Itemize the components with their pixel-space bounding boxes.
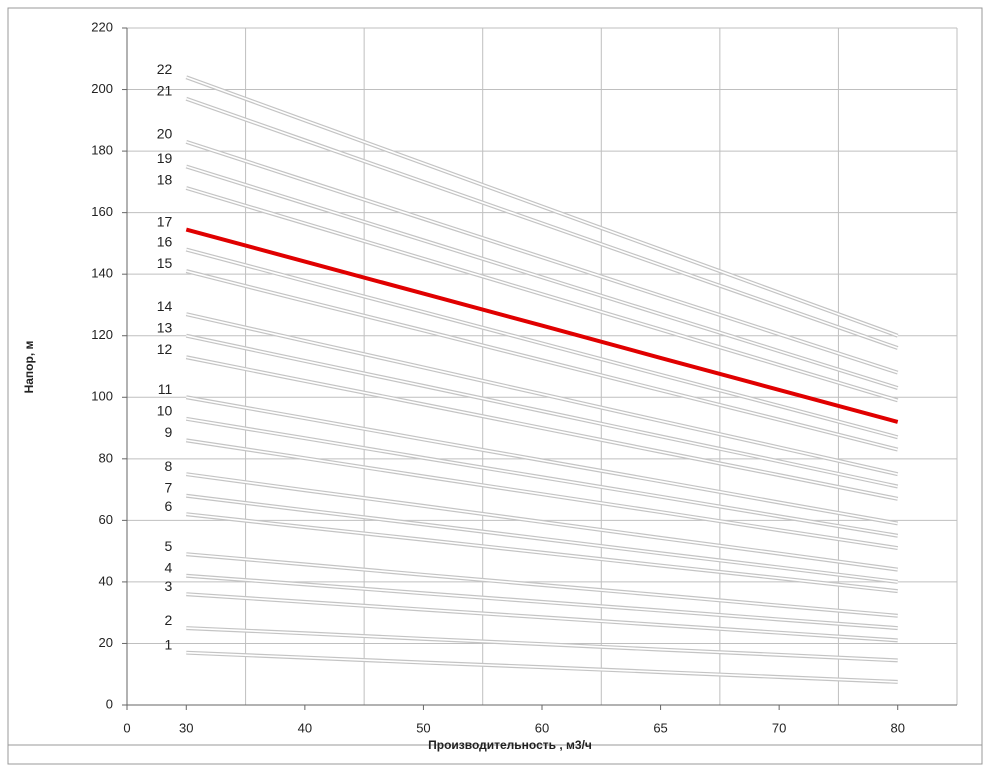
series-line-core (186, 98, 898, 349)
series-name: 12 (157, 341, 173, 357)
series-name: 1 (164, 636, 172, 652)
y-tick-label: 220 (91, 19, 113, 34)
series-line-core (186, 356, 898, 500)
series-line-core (186, 513, 898, 592)
series-line-core (186, 627, 898, 662)
x-tick-label: 65 (653, 720, 667, 735)
series-name: 7 (164, 479, 172, 495)
x-tick-label: 40 (298, 720, 312, 735)
series-name: 20 (157, 126, 173, 142)
series-name: 4 (164, 559, 172, 575)
series-line (185, 227, 899, 424)
series-line-core (186, 76, 898, 337)
series-name: 16 (157, 233, 173, 249)
series-name: 14 (157, 298, 173, 314)
x-tick-label: 60 (535, 720, 549, 735)
x-tick-label: 50 (416, 720, 430, 735)
series-line-core (186, 553, 898, 617)
series-line-core (186, 248, 898, 439)
series-name: 18 (157, 172, 173, 188)
series-name: 9 (164, 424, 172, 440)
y-axis-title: Напор, м (22, 340, 36, 393)
series-line-core (186, 141, 898, 374)
x-axis-title: Производительность , м3/ч (428, 738, 592, 752)
series-line-core (186, 439, 898, 549)
series-line-core (186, 418, 898, 537)
y-tick-label: 40 (99, 573, 113, 588)
series-name: 13 (157, 319, 173, 335)
series-name: 19 (157, 150, 173, 166)
y-tick-label: 120 (91, 327, 113, 342)
y-tick-label: 20 (99, 635, 113, 650)
series-name: 5 (164, 538, 172, 554)
series-line-core (186, 574, 898, 629)
x-tick-label: 80 (890, 720, 904, 735)
series-line-core (186, 593, 898, 642)
y-tick-label: 180 (91, 143, 113, 158)
series-line-core (186, 494, 898, 583)
series-line-core (186, 313, 898, 475)
y-tick-label: 60 (99, 512, 113, 527)
y-tick-label: 80 (99, 450, 113, 465)
x-tick-label: 70 (772, 720, 786, 735)
y-tick-label: 140 (91, 266, 113, 281)
series-name: 8 (164, 458, 172, 474)
series-line-core (186, 334, 898, 488)
series-name: 3 (164, 578, 172, 594)
y-tick-label: 160 (91, 204, 113, 219)
series-name: 22 (157, 61, 173, 77)
series-name: 21 (157, 82, 173, 98)
series-name: 6 (164, 498, 172, 514)
series-line-core (186, 165, 898, 389)
x-tick-label: 0 (123, 720, 130, 735)
series-line-core (186, 270, 898, 451)
footer-frame (7, 744, 983, 765)
y-tick-label: 0 (106, 696, 113, 711)
y-tick-label: 100 (91, 389, 113, 404)
series-name: 17 (157, 213, 173, 229)
series-name: 10 (157, 403, 173, 419)
series-line-core (186, 651, 898, 683)
series-line-core (186, 396, 898, 525)
x-tick-label: 30 (179, 720, 193, 735)
series-name: 2 (164, 612, 172, 628)
series-line-core (186, 473, 898, 571)
y-tick-label: 200 (91, 81, 113, 96)
series-name: 11 (158, 381, 173, 397)
series-name: 15 (157, 255, 173, 271)
series-line-core (186, 187, 898, 402)
